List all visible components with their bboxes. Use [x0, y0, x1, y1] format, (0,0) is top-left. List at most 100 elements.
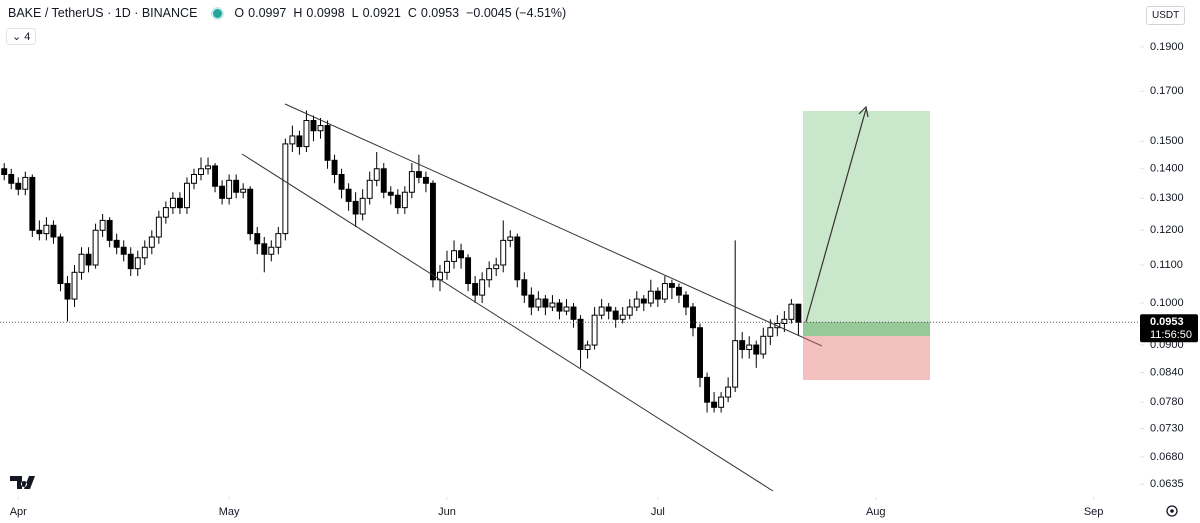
candle-body [795, 303, 802, 323]
upper-trendline [284, 103, 823, 347]
candle-body [219, 185, 226, 199]
candle-body [422, 176, 429, 184]
change: −0.0045 (−4.51%) [466, 6, 567, 20]
candle-body [640, 298, 647, 304]
candle-body [78, 253, 85, 273]
candle-body [50, 224, 57, 238]
candle-body [380, 168, 387, 193]
y-tick-label: 0.1100 [1150, 259, 1183, 271]
candle-body [394, 194, 401, 209]
candle-body [366, 179, 373, 199]
y-tick-label: 0.1200 [1150, 224, 1184, 236]
last-price-tag [1140, 314, 1198, 343]
candle-body [85, 253, 92, 266]
candle-body [338, 174, 345, 190]
candle-body [514, 236, 521, 281]
candle-body [739, 340, 746, 351]
candle-body [408, 171, 415, 193]
candle-body [458, 250, 465, 259]
y-tick-label: 0.1300 [1150, 192, 1184, 204]
candle-body [746, 344, 753, 351]
ohlc-value: 0.0953 [420, 6, 460, 20]
candle-body [317, 125, 324, 132]
settings-icon-center [1170, 509, 1174, 513]
candle-body [29, 176, 36, 231]
candle-body [542, 298, 549, 308]
candle-body [331, 159, 338, 176]
candle-body [697, 327, 703, 378]
axes: 0.1900 0.1700 0.1500 0.1400 0.1300 0.1200 0.11… [0, 41, 1198, 518]
candle-body [711, 401, 718, 408]
y-tick-label: 0.0840 [1150, 366, 1184, 378]
candle-body [92, 229, 99, 266]
candle-body [704, 376, 711, 403]
currency-button[interactable]: USDT [1146, 6, 1186, 25]
candle-body [633, 298, 640, 308]
candle-body [415, 171, 422, 178]
candle-body [661, 283, 668, 300]
plot [1, 110, 802, 413]
candle-body [675, 286, 682, 296]
candle-body [289, 135, 296, 145]
candle-body [619, 314, 626, 320]
header: BAKE / TetherUS · 1D · BINANCE O 0.0997 H… [8, 6, 566, 20]
y-tick-label: 0.1700 [1150, 85, 1184, 97]
x-tick-label: Apr [10, 506, 27, 518]
arrow-head [858, 105, 869, 118]
candle-body [99, 219, 106, 231]
candle-body [654, 290, 661, 300]
candle-body [176, 197, 183, 209]
candle-body [212, 165, 219, 187]
candle-body [71, 271, 78, 300]
settings-icon[interactable] [1166, 505, 1178, 517]
candle-body [570, 306, 577, 320]
candle-body [359, 197, 366, 215]
y-tick-label: 0.0680 [1150, 451, 1184, 463]
candle-body [591, 314, 598, 346]
candle-body [647, 290, 654, 304]
candle-body [141, 246, 148, 259]
candle-body [233, 179, 240, 193]
candle-body [36, 229, 43, 235]
y-tick-label: 0.0730 [1150, 423, 1184, 435]
y-tick-label: 0.1500 [1150, 135, 1184, 147]
candle-body [690, 306, 696, 329]
candle-body [732, 340, 739, 388]
candle-body [429, 182, 436, 281]
candle-body [198, 168, 204, 176]
projection-arrow [805, 108, 867, 323]
last-price-label: 0.0953 [1150, 316, 1184, 328]
ohlc-value: 0.0998 [306, 6, 345, 20]
candle-body [725, 386, 732, 398]
candle-body [683, 294, 689, 308]
x-tick-label: May [219, 506, 240, 518]
candle-body [275, 233, 282, 248]
x-tick-label: Jul [651, 506, 665, 518]
candle-body [64, 283, 71, 300]
candle-body [120, 246, 127, 255]
candle-body [15, 182, 22, 190]
candle-body [106, 219, 113, 241]
candle-body [521, 279, 528, 296]
target-zone [803, 111, 930, 336]
candle-body [282, 143, 289, 235]
symbol[interactable]: BAKE / TetherUS · 1D · BINANCE [8, 6, 198, 20]
candle-body [753, 344, 760, 355]
candle-body [401, 191, 408, 209]
candle-body [493, 264, 500, 270]
indicator-count: 4 [24, 31, 31, 43]
candle-body [605, 306, 612, 312]
candle-body [563, 306, 570, 312]
indicator-toggle[interactable]: ⌄ 4 [6, 28, 37, 45]
x-tick-label: Sep [1084, 506, 1104, 518]
candle-body [465, 257, 472, 285]
candle-body [486, 268, 493, 281]
candle-body [528, 294, 535, 308]
y-tick-label: 0.0780 [1150, 396, 1184, 408]
candle-body [668, 283, 675, 288]
candle-body [8, 174, 15, 184]
candle-body [626, 306, 633, 316]
currency: USDT [1152, 10, 1180, 21]
ohlc-label: C [407, 6, 417, 20]
